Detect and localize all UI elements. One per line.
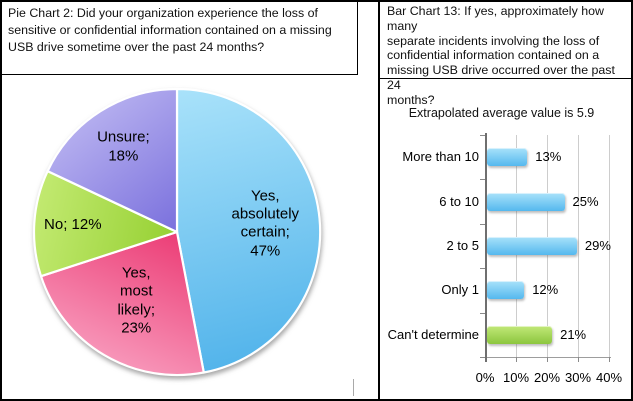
y-axis-tick — [480, 268, 485, 270]
x-axis-tick — [609, 357, 610, 362]
value-axis-line — [485, 133, 487, 362]
pie-chart-title-box: Pie Chart 2: Did your organization exper… — [2, 2, 358, 75]
pie-slice-label: No; 12% — [44, 216, 102, 234]
gridline — [578, 135, 579, 357]
bar-2-to-5 — [487, 237, 577, 255]
x-axis-tick — [516, 357, 517, 362]
bar-only-1 — [487, 281, 525, 300]
x-tick-label: 30% — [564, 370, 592, 385]
pie-chart-title: Pie Chart 2: Did your organization exper… — [8, 6, 332, 55]
bar-chart-title-box: Bar Chart 13: If yes, approximately how … — [380, 2, 631, 107]
y-axis-tick — [480, 179, 485, 181]
x-tick-label: 0% — [475, 370, 495, 385]
bar-chart: Extrapolated average value is 5.9 More t… — [380, 78, 631, 399]
x-axis-tick — [547, 357, 548, 362]
pie-slice-label: Unsure; 18% — [97, 129, 150, 165]
x-tick-label: 40% — [595, 370, 623, 385]
pie-slice-no — [32, 170, 179, 278]
bar-category-label: 6 to 10 — [439, 193, 479, 209]
bar-category-label: More than 10 — [402, 149, 479, 165]
y-axis-tick — [480, 135, 485, 136]
bar-category-label: Can't determine — [387, 326, 479, 342]
bar-value-label: 21% — [560, 326, 587, 342]
gridline — [609, 135, 610, 357]
x-tick-label: 10% — [502, 370, 530, 385]
pie-chart: Yes, absolutely certain; 47% Yes, most li… — [2, 76, 378, 399]
category-baseline — [485, 357, 611, 358]
pie-svg — [32, 87, 322, 377]
x-axis-tick — [578, 357, 579, 362]
pie-slice-unsure — [46, 87, 179, 234]
bar-category-label: 2 to 5 — [446, 238, 479, 253]
bar-chart-subtitle: Extrapolated average value is 5.9 — [408, 106, 595, 120]
y-axis-tick — [480, 312, 485, 314]
y-axis-tick — [480, 357, 485, 358]
bar-chart-title: Bar Chart 13: If yes, approximately how … — [387, 4, 615, 107]
pie-slice-yes-most-likely — [39, 230, 205, 377]
bar-can-t-determine — [487, 325, 553, 344]
pie-slice-label: Yes, most likely; 23% — [117, 264, 155, 337]
pie-slice-label: Yes, absolutely certain; 47% — [231, 187, 300, 259]
bar-value-label: 29% — [584, 238, 611, 253]
x-tick-label: 20% — [533, 370, 561, 385]
bar-value-label: 12% — [532, 282, 559, 298]
bar-6-to-10 — [487, 192, 565, 211]
bar-value-label: 25% — [572, 193, 599, 209]
bar-more-than-10 — [487, 148, 528, 167]
bar-value-label: 13% — [535, 149, 562, 165]
panel-divider — [378, 2, 380, 399]
chart-frame-artifact — [353, 379, 354, 396]
bar-category-label: Only 1 — [441, 282, 479, 298]
pie-slice-yes-absolutely-certain — [175, 87, 322, 374]
y-axis-tick — [480, 223, 485, 225]
